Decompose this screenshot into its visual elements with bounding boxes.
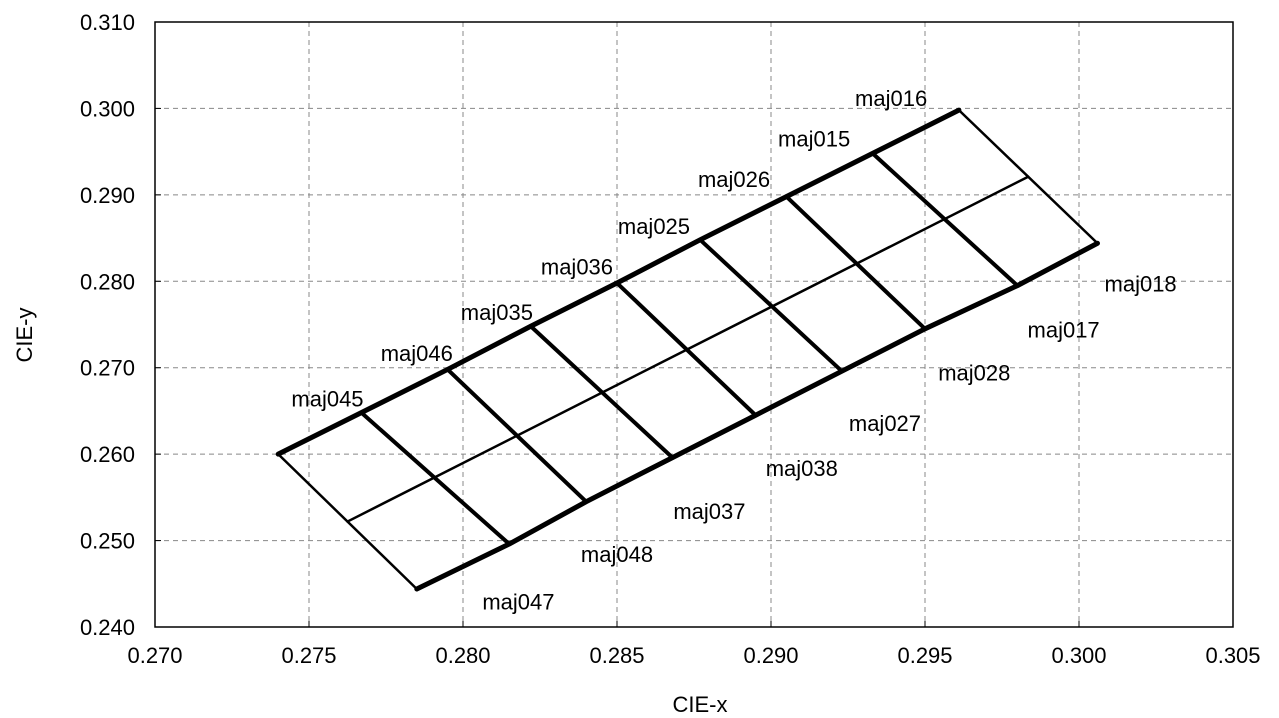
grid-lines: [155, 22, 1233, 627]
center-line: [346, 175, 1030, 523]
x-tick-label: 0.285: [589, 643, 644, 668]
x-tick-label: 0.295: [897, 643, 952, 668]
point-label: maj016: [855, 86, 927, 111]
x-tick-label: 0.275: [281, 643, 336, 668]
point-label: maj037: [673, 499, 745, 524]
y-tick-label: 0.270: [80, 356, 135, 381]
y-tick-label: 0.300: [80, 96, 135, 121]
point-label: maj025: [618, 214, 690, 239]
y-tick-label: 0.290: [80, 183, 135, 208]
point-label: maj035: [461, 300, 533, 325]
rung-line: [698, 237, 844, 374]
point-label: maj018: [1105, 272, 1177, 297]
y-tick-label: 0.260: [80, 442, 135, 467]
point-label: maj015: [778, 126, 850, 151]
point-label: maj027: [849, 411, 921, 436]
x-axis-label: CIE-x: [673, 692, 728, 717]
y-tick-label: 0.240: [80, 615, 135, 640]
point-label: maj047: [482, 590, 554, 615]
x-tick-label: 0.290: [743, 643, 798, 668]
x-axis-ticks: 0.270 0.275 0.280 0.285 0.290 0.295 0.300 0.305: [127, 621, 1261, 668]
y-axis-label: CIE-y: [12, 308, 37, 363]
x-tick-label: 0.305: [1205, 643, 1260, 668]
point-label: maj045: [291, 387, 363, 412]
y-axis-ticks: 0.240 0.250 0.260 0.270 0.280 0.290 0.300 0.310: [80, 10, 161, 640]
point-label: maj028: [938, 361, 1010, 386]
point-label: maj017: [1028, 317, 1100, 342]
point-label: maj026: [698, 167, 770, 192]
point-label: maj038: [766, 456, 838, 481]
point-label: maj048: [581, 542, 653, 567]
x-tick-label: 0.270: [127, 643, 182, 668]
point-label: maj046: [381, 341, 453, 366]
x-tick-label: 0.280: [435, 643, 490, 668]
x-tick-label: 0.300: [1051, 643, 1106, 668]
data-lines: [275, 107, 1100, 592]
plot-frame: [154, 21, 1234, 628]
y-tick-label: 0.310: [80, 10, 135, 35]
point-label: maj036: [541, 254, 613, 279]
y-tick-label: 0.280: [80, 269, 135, 294]
y-tick-label: 0.250: [80, 529, 135, 554]
